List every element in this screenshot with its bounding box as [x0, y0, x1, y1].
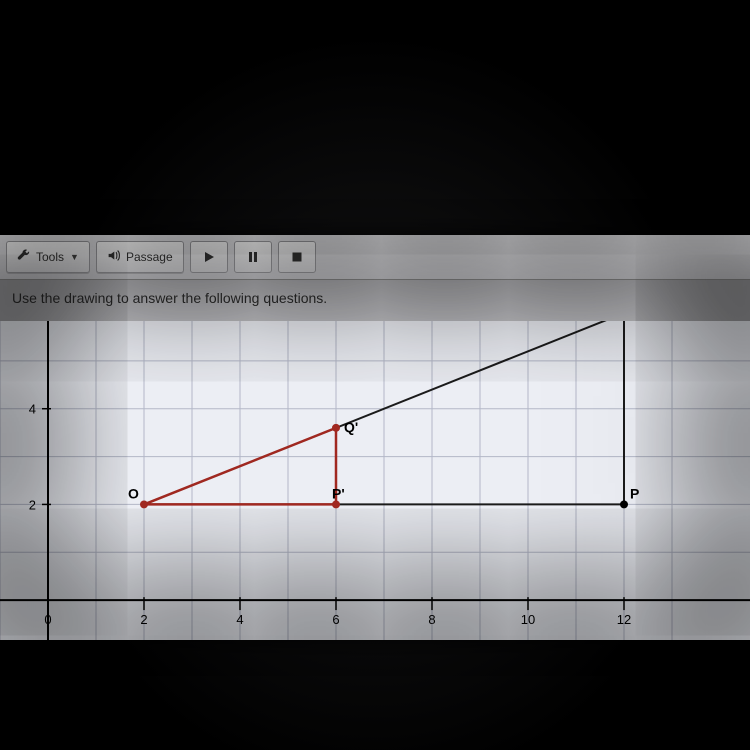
passage-button[interactable]: Passage [96, 241, 184, 273]
play-icon [203, 251, 215, 263]
svg-text:2: 2 [140, 612, 147, 627]
svg-text:O: O [128, 485, 139, 501]
geometry-chart: 024681012246PQOP'Q' [0, 321, 750, 640]
svg-text:Q': Q' [344, 419, 358, 435]
pause-button[interactable] [234, 241, 272, 273]
svg-text:8: 8 [428, 612, 435, 627]
passage-label: Passage [126, 250, 173, 264]
svg-text:4: 4 [29, 402, 36, 417]
question-prompt: Use the drawing to answer the following … [0, 280, 750, 310]
sound-icon [107, 249, 120, 265]
svg-text:10: 10 [521, 612, 535, 627]
svg-text:12: 12 [617, 612, 631, 627]
caret-down-icon: ▼ [70, 252, 79, 262]
stop-button[interactable] [278, 241, 316, 273]
svg-text:2: 2 [29, 497, 36, 512]
wrench-icon [17, 249, 30, 265]
stop-icon [291, 251, 303, 263]
play-button[interactable] [190, 241, 228, 273]
toolbar: Tools ▼ Passage [0, 235, 750, 280]
tools-button[interactable]: Tools ▼ [6, 241, 90, 273]
svg-text:6: 6 [332, 612, 339, 627]
svg-text:0: 0 [44, 612, 51, 627]
svg-text:4: 4 [236, 612, 243, 627]
svg-text:P: P [630, 485, 639, 501]
pause-icon [247, 251, 259, 263]
tools-label: Tools [36, 250, 64, 264]
svg-text:P': P' [332, 485, 345, 501]
